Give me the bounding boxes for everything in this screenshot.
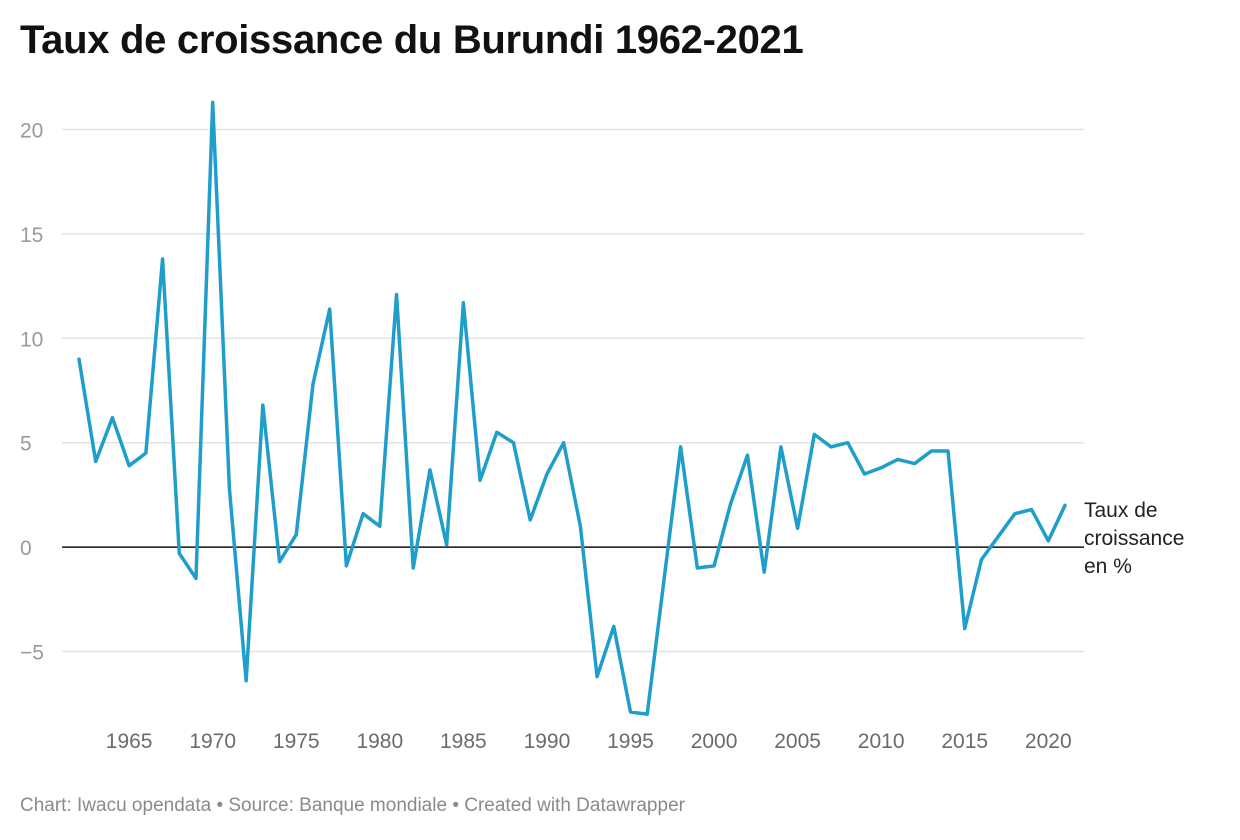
series-label-line: Taux de: [1084, 499, 1158, 522]
y-tick-label: 15: [20, 224, 43, 247]
x-tick-label: 2020: [1025, 730, 1072, 753]
y-tick-label: 20: [20, 120, 43, 143]
series-group: [77, 100, 1067, 716]
y-tick-label: 5: [20, 433, 32, 456]
chart-title: Taux de croissance du Burundi 1962-2021: [20, 18, 804, 62]
x-axis-ticks: 1965 1970 1975 1980 1985 1990 1995 2000 2005 2010…: [106, 730, 1072, 753]
x-tick-label: 1990: [524, 730, 571, 753]
x-tick-label: 2005: [774, 730, 821, 753]
x-tick-label: 2010: [858, 730, 905, 753]
y-tick-label: 0: [20, 537, 32, 560]
series-label-line: en %: [1084, 555, 1132, 578]
series-label: Taux de croissance en %: [1084, 499, 1184, 578]
series-line: [77, 100, 1067, 716]
x-tick-label: 1980: [356, 730, 403, 753]
x-tick-label: 1975: [273, 730, 320, 753]
x-tick-label: 1970: [189, 730, 236, 753]
chart-footer: Chart: Iwacu opendata • Source: Banque m…: [20, 795, 685, 816]
x-tick-label: 1985: [440, 730, 487, 753]
x-tick-label: 2015: [941, 730, 988, 753]
x-tick-label: 1965: [106, 730, 153, 753]
y-axis-ticks: 20 15 10 5 0 −5: [20, 120, 44, 665]
series-label-group: Taux de croissance en %: [1084, 499, 1184, 578]
x-tick-label: 1995: [607, 730, 654, 753]
series-label-line: croissance: [1084, 527, 1184, 550]
y-tick-label: −5: [20, 642, 44, 665]
y-tick-label: 10: [20, 328, 43, 351]
x-tick-label: 2000: [691, 730, 738, 753]
y-grid: [62, 128, 1084, 653]
